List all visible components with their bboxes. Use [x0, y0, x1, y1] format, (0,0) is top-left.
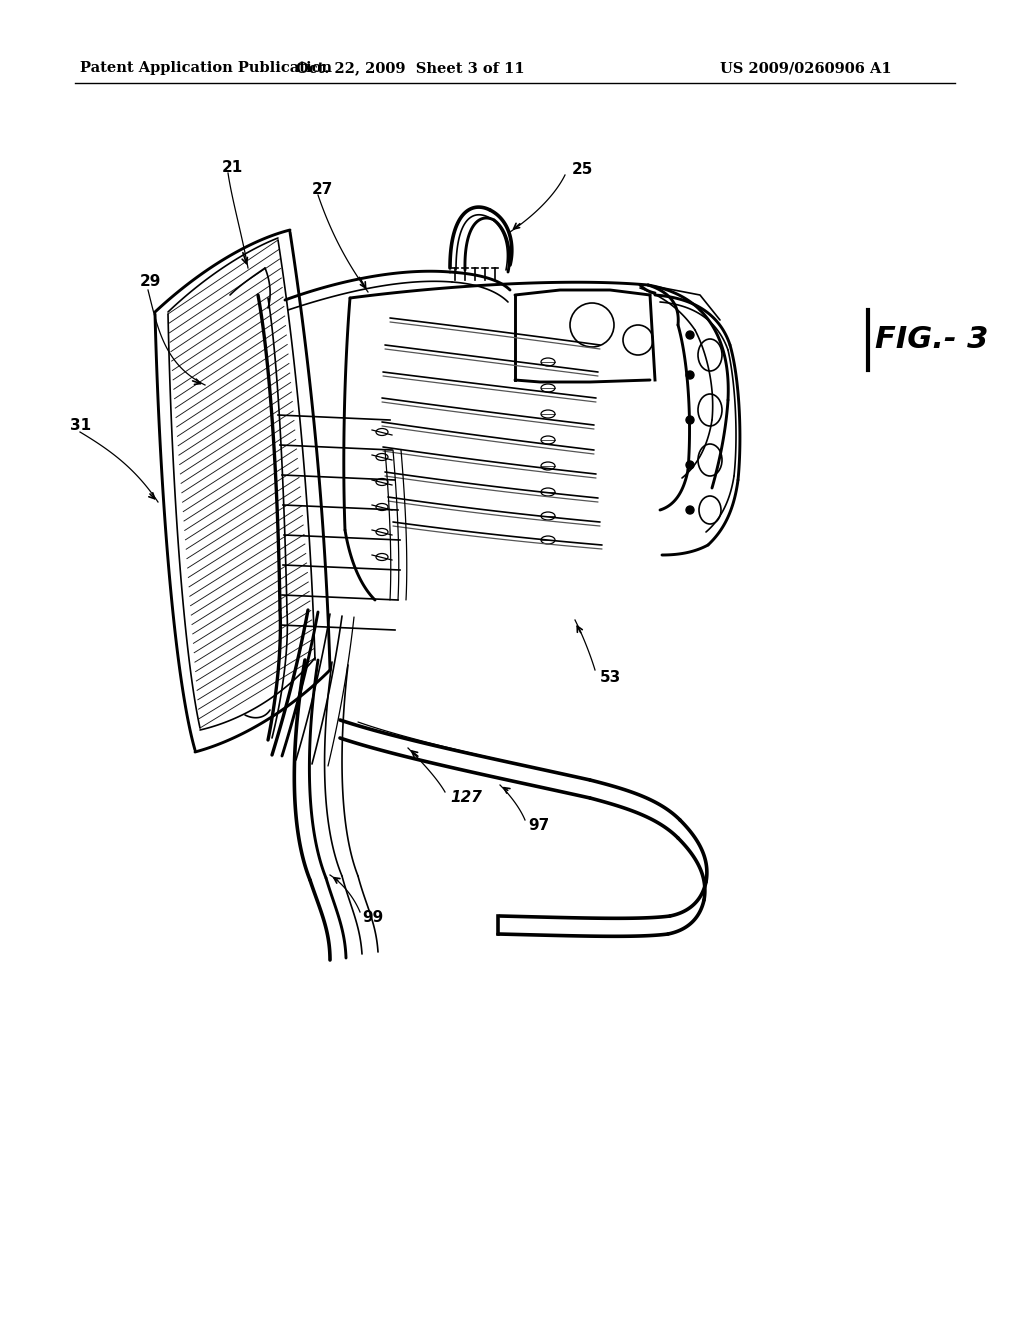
Text: 127: 127	[450, 791, 482, 805]
Text: FIG.- 3: FIG.- 3	[874, 326, 988, 355]
Circle shape	[686, 416, 694, 424]
Text: 99: 99	[362, 911, 383, 925]
Circle shape	[686, 331, 694, 339]
Circle shape	[686, 371, 694, 379]
Circle shape	[686, 461, 694, 469]
Text: 53: 53	[600, 671, 622, 685]
Text: 21: 21	[222, 161, 244, 176]
Text: 29: 29	[140, 275, 162, 289]
Text: Patent Application Publication: Patent Application Publication	[80, 61, 332, 75]
Text: 97: 97	[528, 818, 549, 833]
Circle shape	[686, 506, 694, 513]
Text: US 2009/0260906 A1: US 2009/0260906 A1	[720, 61, 892, 75]
Text: 27: 27	[312, 182, 334, 198]
Text: 31: 31	[70, 417, 91, 433]
Text: 25: 25	[572, 162, 593, 177]
Text: Oct. 22, 2009  Sheet 3 of 11: Oct. 22, 2009 Sheet 3 of 11	[296, 61, 524, 75]
